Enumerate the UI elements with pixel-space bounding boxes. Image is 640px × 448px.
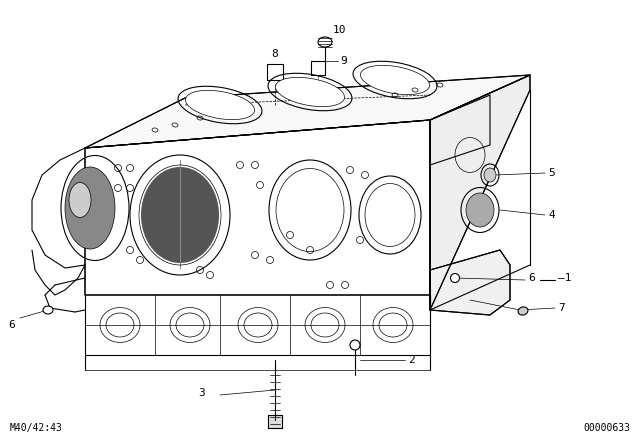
Polygon shape xyxy=(85,120,430,295)
Polygon shape xyxy=(268,415,282,428)
Text: 5: 5 xyxy=(548,168,555,178)
Text: 3: 3 xyxy=(198,388,205,398)
Text: 4: 4 xyxy=(548,210,555,220)
Ellipse shape xyxy=(69,182,91,217)
Ellipse shape xyxy=(141,167,219,263)
Text: 8: 8 xyxy=(271,49,278,59)
Ellipse shape xyxy=(43,306,53,314)
Text: 7: 7 xyxy=(558,303,564,313)
Polygon shape xyxy=(430,75,530,310)
Ellipse shape xyxy=(65,167,115,249)
Text: M40/42:43: M40/42:43 xyxy=(10,423,63,433)
Ellipse shape xyxy=(360,65,429,95)
Text: 2: 2 xyxy=(408,355,415,365)
Ellipse shape xyxy=(275,78,344,107)
Ellipse shape xyxy=(451,273,460,283)
Text: —1: —1 xyxy=(558,273,572,283)
Ellipse shape xyxy=(186,90,255,120)
Text: 10: 10 xyxy=(333,25,346,35)
Polygon shape xyxy=(430,250,510,315)
Text: 6: 6 xyxy=(528,273,535,283)
Text: 00000633: 00000633 xyxy=(583,423,630,433)
Text: 9: 9 xyxy=(340,56,347,66)
Text: 6: 6 xyxy=(8,320,15,330)
Ellipse shape xyxy=(466,193,494,227)
Ellipse shape xyxy=(484,168,496,182)
Polygon shape xyxy=(85,75,530,148)
Ellipse shape xyxy=(518,307,528,315)
